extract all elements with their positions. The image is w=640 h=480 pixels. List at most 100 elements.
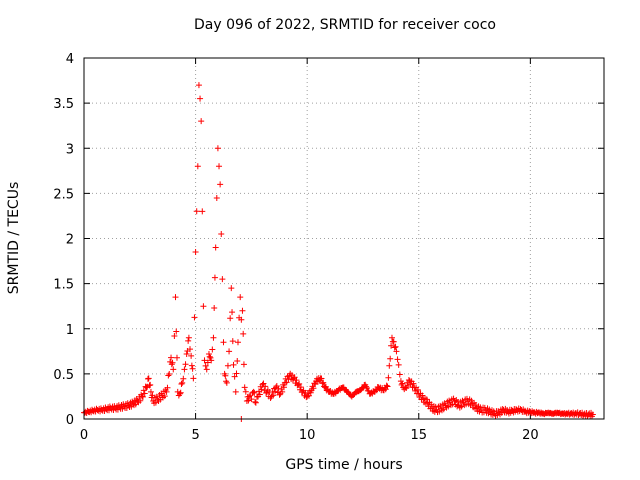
- x-axis-label: GPS time / hours: [285, 457, 403, 473]
- data-point-sample: [284, 373, 291, 380]
- data-point-sample: [419, 392, 426, 399]
- data-point: [188, 352, 195, 359]
- data-point-sample: [164, 384, 171, 391]
- data-point-sample: [211, 304, 218, 311]
- data-point: [145, 375, 152, 382]
- chart-title: Day 096 of 2022, SRMTID for receiver coc…: [194, 17, 496, 33]
- data-point: [147, 388, 154, 395]
- data-point: [199, 208, 206, 215]
- x-tick-label: 0: [80, 428, 88, 443]
- data-point-sample: [485, 410, 492, 417]
- data-point-sample: [209, 346, 216, 353]
- data-point-sample: [188, 362, 195, 369]
- data-point-sample: [405, 376, 412, 383]
- data-point-sample: [236, 314, 243, 321]
- data-point: [212, 244, 219, 251]
- y-tick-label: 2: [66, 233, 74, 248]
- x-tick-label: 5: [191, 428, 199, 443]
- y-tick-label: 4: [66, 52, 74, 67]
- data-point-sample: [293, 377, 300, 384]
- data-point: [223, 379, 230, 386]
- data-point-sample: [450, 395, 457, 402]
- data-point: [252, 399, 259, 406]
- data-point: [219, 276, 226, 283]
- data-point-sample: [161, 393, 168, 400]
- data-point-sample: [310, 385, 317, 392]
- data-point: [198, 118, 205, 125]
- data-point-sample: [240, 330, 247, 337]
- data-point-sample: [147, 381, 154, 388]
- data-point: [205, 351, 212, 358]
- data-point: [197, 95, 204, 102]
- y-axis-label: SRMTID / TECUs: [6, 181, 22, 295]
- data-point-sample: [267, 395, 274, 402]
- data-point-sample: [258, 386, 265, 393]
- y-tick-label: 3: [66, 142, 74, 157]
- data-point-sample: [318, 375, 325, 382]
- data-point-sample: [387, 355, 394, 362]
- x-tick-label: 10: [299, 428, 316, 443]
- data-point-sample: [169, 359, 176, 366]
- data-point-sample: [229, 309, 236, 316]
- data-point: [241, 384, 248, 391]
- data-point-sample: [123, 405, 130, 412]
- data-point-sample: [446, 397, 453, 404]
- y-tick-label: 0.5: [53, 368, 74, 383]
- data-point: [172, 294, 179, 301]
- data-point-sample: [129, 398, 136, 405]
- data-point-sample: [399, 380, 406, 387]
- data-point-sample: [296, 380, 303, 387]
- data-point-sample: [251, 389, 258, 396]
- data-point-sample: [486, 406, 493, 413]
- data-point: [216, 163, 223, 170]
- data-point-sample: [137, 397, 144, 404]
- data-point-sample: [178, 380, 185, 387]
- data-point: [239, 307, 246, 314]
- data-point-sample: [388, 342, 395, 349]
- data-point-sample: [480, 409, 487, 416]
- data-point-sample: [193, 208, 200, 215]
- data-point-sample: [386, 362, 393, 369]
- data-point-sample: [588, 409, 595, 416]
- data-point: [214, 145, 221, 152]
- data-point: [237, 294, 244, 301]
- y-tick-label: 3.5: [53, 97, 74, 112]
- data-point-sample: [171, 332, 178, 339]
- data-point-sample: [398, 381, 405, 388]
- data-point-sample: [114, 406, 121, 413]
- data-point-sample: [173, 328, 180, 335]
- data-point-sample: [211, 274, 218, 281]
- data-point: [183, 351, 190, 358]
- data-point-sample: [459, 397, 466, 404]
- data-point-sample: [280, 384, 287, 391]
- data-point: [393, 348, 400, 355]
- data-point: [179, 379, 186, 386]
- data-point-sample: [256, 391, 263, 398]
- data-point: [210, 334, 217, 341]
- data-point-sample: [202, 362, 209, 369]
- data-point-sample: [166, 371, 173, 378]
- data-point-sample: [180, 375, 187, 382]
- y-tick-label: 2.5: [53, 187, 74, 202]
- data-point-sample: [165, 372, 172, 379]
- data-point-sample: [187, 346, 194, 353]
- y-tick-label: 1.5: [53, 278, 74, 293]
- y-tick-label: 1: [66, 323, 74, 338]
- data-point-sample: [382, 386, 389, 393]
- data-point-sample: [312, 381, 319, 388]
- grid-lines: [84, 58, 604, 419]
- data-point-sample: [588, 413, 595, 420]
- data-point-sample: [363, 383, 370, 390]
- data-point-sample: [101, 407, 108, 414]
- data-point: [388, 334, 395, 341]
- data-point-sample: [262, 383, 269, 390]
- data-point-sample: [139, 393, 146, 400]
- data-point-sample: [88, 409, 95, 416]
- data-point-sample: [141, 390, 148, 397]
- data-point-sample: [213, 194, 220, 201]
- data-point: [217, 181, 224, 188]
- data-point-sample: [303, 394, 310, 401]
- data-point-sample: [189, 365, 196, 372]
- data-point-sample: [320, 379, 327, 386]
